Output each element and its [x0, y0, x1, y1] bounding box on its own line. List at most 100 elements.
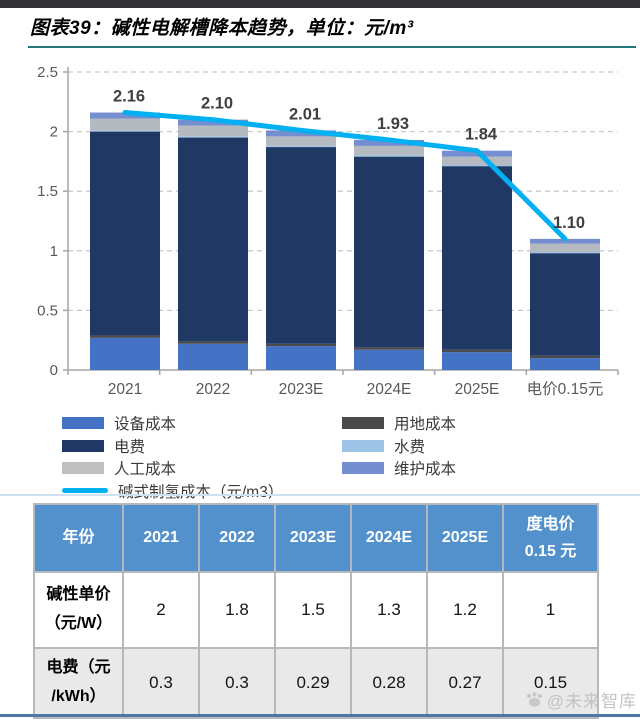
- bar-segment: [266, 343, 336, 347]
- table-header-cell: 2023E: [274, 503, 352, 573]
- legend-color-swatch: [342, 417, 384, 430]
- legend-color-swatch: [342, 439, 384, 452]
- stacked-bar-line-chart: 0 0.5 1 1.5 2 2.5 2021 2022 2023E 2024E 2025E 电价0.1…: [37, 64, 619, 398]
- bar-segment: [442, 156, 512, 165]
- legend-item: 水费: [342, 435, 456, 458]
- y-tick-label: 1: [50, 243, 58, 260]
- bar-segment: [178, 136, 248, 138]
- bar-segment: [178, 341, 248, 344]
- legend-label: 维护成本: [394, 461, 457, 479]
- bar-segment: [442, 166, 512, 350]
- table-cell: 1.3: [350, 571, 428, 649]
- legend-table-separator: [0, 494, 640, 496]
- table-header-cell: 2022: [198, 503, 276, 573]
- legend-item: 维护成本: [342, 457, 456, 480]
- cost-assumption-table: 年份 2021 2022 2023E 2024E 2025E 度电价 0.15 元碱性单价 （元…: [33, 503, 599, 719]
- legend-item: 人工成本: [62, 457, 283, 480]
- table-cell: 0.3: [122, 647, 200, 719]
- top-divider-bar: [0, 0, 640, 8]
- trend-line: [122, 110, 568, 242]
- table-row-label: 碱性单价 （元/W）: [33, 571, 124, 649]
- bar-segment: [530, 243, 600, 252]
- bar-segment: [354, 349, 424, 370]
- x-tick-label: 2023E: [279, 381, 324, 398]
- legend-label: 碱式制氢成本（元/m3）: [118, 483, 284, 501]
- bar-segment: [266, 346, 336, 370]
- legend-column: 用地成本水费维护成本: [342, 412, 456, 480]
- table-row: 碱性单价 （元/W） 2 1.8 1.5 1.3 1.2 1: [33, 571, 599, 649]
- legend-item: 设备成本: [62, 412, 283, 435]
- legend-color-swatch: [62, 462, 104, 475]
- legend-color-swatch: [342, 462, 384, 475]
- table-cell: 1.8: [198, 571, 276, 649]
- title-underline: [28, 46, 636, 48]
- y-tick-label: 2.5: [37, 64, 58, 81]
- legend-item: 用地成本: [342, 412, 456, 435]
- legend-label: 水费: [394, 438, 426, 456]
- y-tick-label: 1.5: [37, 183, 58, 200]
- bar-segment: [266, 147, 336, 344]
- legend-label: 用地成本: [394, 416, 457, 434]
- bar-segment: [354, 155, 424, 157]
- bar-segment: [354, 347, 424, 350]
- bar-segment: [90, 112, 160, 119]
- table-header-row: 年份 2021 2022 2023E 2024E 2025E 度电价 0.15 元: [33, 503, 599, 573]
- table-row-label: 电费（元/kWh）: [33, 647, 124, 719]
- table-cell: 1: [502, 571, 599, 649]
- x-tick-label: 2022: [196, 381, 230, 398]
- bar-segment: [90, 337, 160, 370]
- bar-segment: [90, 335, 160, 338]
- legend-label: 人工成本: [114, 461, 177, 479]
- table-cell: 1.2: [426, 571, 504, 649]
- bar-segment: [354, 145, 424, 156]
- y-tick-label: 0: [50, 362, 58, 379]
- bar-segment: [178, 119, 248, 126]
- bar-segment: [442, 352, 512, 370]
- table-cell: 0.27: [426, 647, 504, 719]
- legend-item: 电费: [62, 435, 283, 458]
- table-cell: 0.29: [274, 647, 352, 719]
- bar-segment: [90, 130, 160, 132]
- bar-segment: [178, 137, 248, 342]
- bar-segment: [354, 156, 424, 348]
- bar-segment: [90, 131, 160, 336]
- bottom-divider-line: [0, 714, 640, 717]
- bar-segment: [354, 139, 424, 146]
- x-tick-label: 2024E: [367, 381, 412, 398]
- bar-segment: [178, 125, 248, 137]
- bar-segment: [178, 343, 248, 370]
- legend-label: 电费: [114, 438, 146, 456]
- bar-value-label: 2.01: [289, 105, 321, 123]
- table-cell: 0.28: [350, 647, 428, 719]
- bar-value-label: 2.16: [113, 88, 145, 106]
- bar-segment: [266, 145, 336, 148]
- legend-label: 设备成本: [114, 416, 177, 434]
- x-tick-label: 电价0.15元: [527, 380, 604, 398]
- table-cell: 0.3: [198, 647, 276, 719]
- x-tick-label: 2021: [108, 381, 142, 398]
- bar-segment: [266, 130, 336, 137]
- bar-segment: [530, 251, 600, 254]
- table-cell: 1.5: [274, 571, 352, 649]
- legend-line-swatch: [62, 488, 108, 494]
- paw-icon: [526, 692, 542, 707]
- legend-item: 碱式制氢成本（元/m3）: [62, 480, 283, 503]
- bar-segment: [530, 355, 600, 359]
- bar-segment: [442, 349, 512, 353]
- legend-column: 设备成本电费人工成本碱式制氢成本（元/m3）: [62, 412, 283, 502]
- y-tick-label: 2: [50, 124, 58, 141]
- table-header-cell: 2021: [122, 503, 200, 573]
- watermark-text: @未来智库: [546, 692, 637, 711]
- bar-segment: [266, 136, 336, 146]
- table-header-cell: 度电价 0.15 元: [502, 503, 599, 573]
- table-header-cell: 年份: [33, 503, 124, 573]
- table-cell: 2: [122, 571, 200, 649]
- bar-segment: [90, 118, 160, 131]
- watermark: @未来智库: [525, 687, 637, 712]
- bar-segment: [530, 253, 600, 356]
- legend-color-swatch: [62, 439, 104, 452]
- bar-value-label: 2.10: [201, 95, 233, 113]
- figure-title: 图表39：碱性电解槽降本趋势，单位：元/m³: [30, 18, 414, 39]
- bar-value-label: 1.10: [553, 214, 585, 232]
